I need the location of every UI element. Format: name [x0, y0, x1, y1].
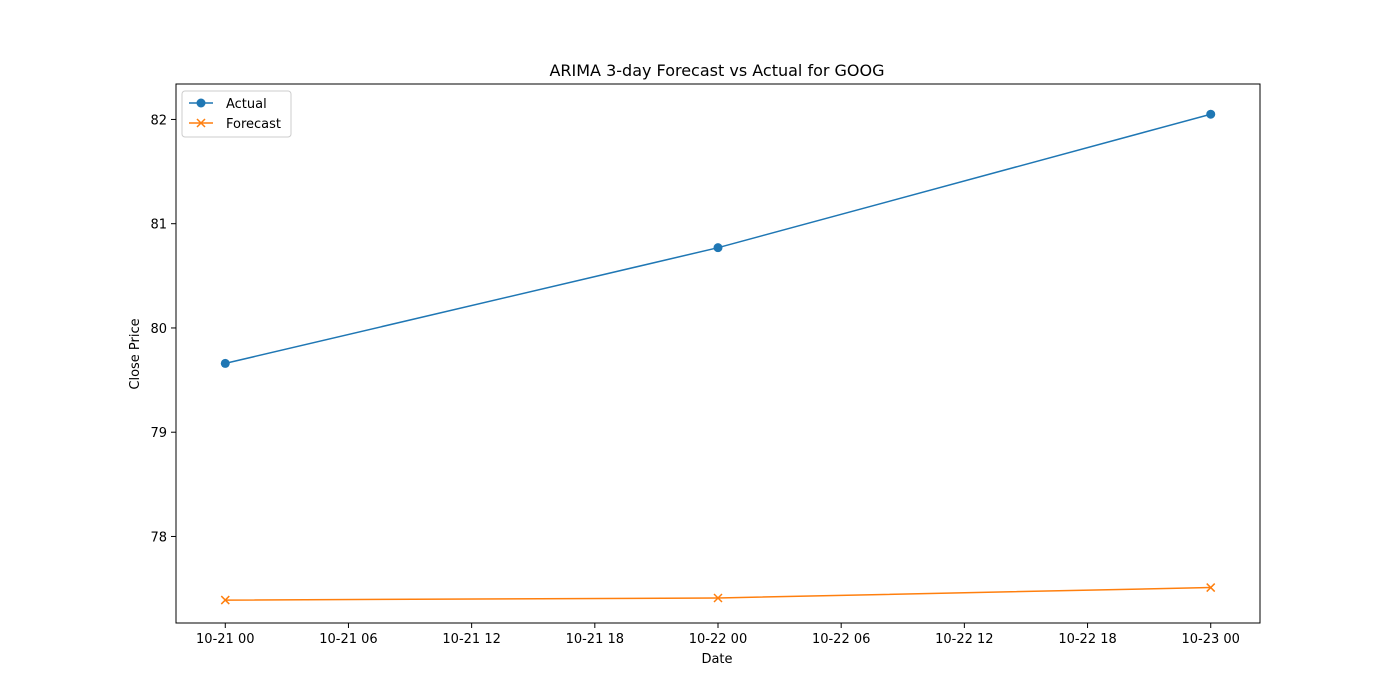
y-tick-label: 81 — [150, 218, 167, 233]
chart-title: ARIMA 3-day Forecast vs Actual for GOOG — [549, 61, 884, 80]
forecast-point — [1206, 583, 1216, 593]
x-tick-label: 10-22 00 — [689, 632, 747, 647]
x-tick-label: 10-21 00 — [196, 632, 254, 647]
legend-forecast-label: Forecast — [226, 117, 281, 132]
y-axis: 78 79 80 81 82 — [150, 113, 176, 545]
actual-point — [1206, 109, 1216, 119]
x-tick-label: 10-23 00 — [1182, 632, 1240, 647]
x-axis-label: Date — [701, 652, 732, 667]
actual-line — [225, 113, 1211, 365]
legend: Actual Forecast — [181, 90, 292, 138]
series-layer — [220, 109, 1216, 605]
legend-actual-label: Actual — [226, 97, 267, 112]
x-tick-label: 10-22 06 — [812, 632, 870, 647]
y-tick-label: 79 — [150, 426, 167, 441]
forecast-point — [220, 595, 230, 605]
y-tick-label: 80 — [150, 322, 167, 337]
plot-area — [175, 83, 1261, 624]
legend-actual-marker — [196, 98, 206, 108]
x-tick-label: 10-22 18 — [1058, 632, 1116, 647]
y-axis-label: Close Price — [128, 318, 143, 389]
x-axis: 10-21 00 10-21 06 10-21 12 10-21 18 10-22 00… — [196, 623, 1240, 647]
y-tick-label: 78 — [150, 530, 167, 545]
x-tick-label: 10-21 06 — [319, 632, 377, 647]
y-tick-label: 82 — [150, 113, 167, 128]
x-tick-label: 10-21 18 — [566, 632, 624, 647]
forecast-point — [713, 593, 723, 603]
x-tick-label: 10-21 12 — [442, 632, 500, 647]
actual-point — [220, 358, 230, 368]
legend-forecast-marker — [196, 118, 206, 128]
x-tick-label: 10-22 12 — [935, 632, 993, 647]
actual-point — [713, 243, 723, 253]
